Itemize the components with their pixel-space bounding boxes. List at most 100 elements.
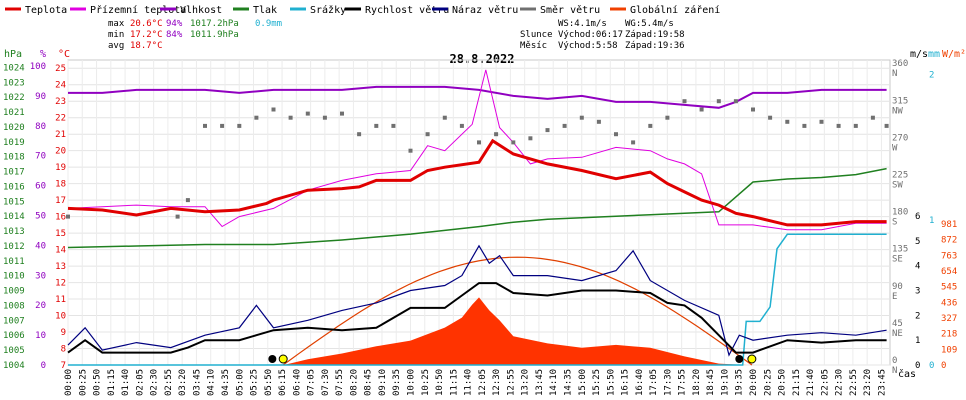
tick-time-55: 22:55 <box>849 369 859 396</box>
tick-hpa-5: 1009 <box>3 287 25 297</box>
wind-dir-point-34 <box>733 99 738 104</box>
tick-pct-8: 80 <box>35 122 46 132</box>
tick-deg-4: 11 <box>55 295 66 305</box>
tick-hpa-19: 1023 <box>3 78 25 88</box>
moon-rise-marker <box>268 355 277 363</box>
tick-hpa-14: 1018 <box>3 153 25 163</box>
tick-dir-deg-7: 315 <box>892 96 908 106</box>
tick-hpa-13: 1017 <box>3 168 25 178</box>
tick-hpa-15: 1019 <box>3 138 25 148</box>
tick-dir-deg-6: 270 <box>892 133 908 143</box>
tick-dir-name-2: E <box>892 292 897 302</box>
wind-dir-point-5 <box>237 123 242 128</box>
wind-dir-point-7 <box>271 107 276 112</box>
tick-hpa-10: 1014 <box>3 212 25 222</box>
tick-time-44: 18:20 <box>692 369 702 396</box>
tick-w-3: 327 <box>941 314 957 324</box>
tick-time-22: 09:10 <box>378 369 388 396</box>
tick-w-8: 872 <box>941 236 957 246</box>
tick-dir-deg-1: 45 <box>892 319 903 329</box>
tick-time-11: 04:35 <box>221 369 231 396</box>
wind-dir-point-6 <box>254 115 259 120</box>
tick-time-24: 10:00 <box>407 369 417 396</box>
tick-time-30: 12:30 <box>492 369 502 396</box>
stats-max-temp: 20.6°C <box>130 19 163 29</box>
tick-time-43: 17:55 <box>678 369 688 396</box>
wind-dir-point-3 <box>203 123 207 128</box>
tick-dir-name-0: N <box>892 366 897 376</box>
tick-hpa-17: 1021 <box>3 108 25 118</box>
wind-dir-point-39 <box>819 119 824 124</box>
wind-dir-point-2 <box>185 198 190 203</box>
legend-item-5: Rychlost větru <box>365 4 449 16</box>
wind-dir-point-13 <box>374 123 379 128</box>
tick-time-42: 17:30 <box>663 369 673 396</box>
tick-time-38: 15:50 <box>606 369 616 396</box>
tick-time-18: 07:30 <box>321 369 331 396</box>
wind-dir-point-30 <box>665 115 670 120</box>
moon-set-marker <box>735 355 744 363</box>
tick-dir-name-7: NW <box>892 106 903 116</box>
tick-pct-5: 50 <box>35 211 46 221</box>
tick-deg-0: 7 <box>61 361 66 371</box>
legend-item-8: Globální záření <box>630 4 720 16</box>
stats-max-rain: 0.9mm <box>255 19 282 29</box>
stats-max-press: 1017.2hPa <box>190 19 239 29</box>
series-pressure <box>67 167 887 249</box>
tick-time-45: 18:45 <box>706 369 716 396</box>
tick-mm-2: 2 <box>929 71 934 81</box>
tick-w-5: 545 <box>941 283 957 293</box>
tick-w-0: 0 <box>941 361 946 371</box>
tick-time-34: 14:10 <box>549 369 559 396</box>
tick-time-47: 19:35 <box>735 369 745 396</box>
stats-min-label: min <box>108 30 124 40</box>
tick-time-21: 08:45 <box>364 369 374 396</box>
tick-ms-6: 6 <box>915 212 920 222</box>
wind-dir-point-41 <box>853 123 858 128</box>
stats-max-hum: 94% <box>166 19 183 29</box>
tick-time-2: 00:50 <box>93 369 103 396</box>
tick-hpa-2: 1006 <box>3 331 25 341</box>
wind-dir-point-29 <box>648 123 653 128</box>
tick-pct-9: 90 <box>35 92 46 102</box>
wind-dir-point-23 <box>545 128 550 133</box>
wind-dir-point-4 <box>220 123 225 128</box>
tick-hpa-0: 1004 <box>3 361 25 371</box>
tick-time-46: 19:10 <box>720 369 730 396</box>
legend-item-2: Vlhkost <box>180 5 222 16</box>
tick-hpa-8: 1012 <box>3 242 25 252</box>
axis-title-hpa: hPa <box>4 49 22 60</box>
tick-pct-7: 70 <box>35 152 46 162</box>
tick-time-16: 06:40 <box>292 369 302 396</box>
tick-ms-2: 2 <box>915 311 920 321</box>
wind-dir-point-32 <box>699 107 704 112</box>
legend-item-1: Přízemní teplota <box>90 4 186 16</box>
tick-time-54: 22:30 <box>835 369 845 396</box>
stats-avg-temp: 18.7°C <box>130 41 163 51</box>
tick-deg-8: 15 <box>55 229 66 239</box>
wind-dir-point-27 <box>614 132 618 137</box>
tick-time-36: 15:00 <box>578 369 588 396</box>
tick-pct-10: 100 <box>30 62 46 72</box>
wind-dir-point-36 <box>768 115 773 120</box>
legend-item-7: Směr větru <box>540 4 600 16</box>
tick-hpa-20: 1024 <box>3 63 25 73</box>
tick-deg-5: 12 <box>55 279 66 289</box>
tick-dir-name-8: N <box>892 69 897 79</box>
tick-time-3: 01:15 <box>107 369 117 396</box>
tick-mm-1: 1 <box>929 216 934 226</box>
tick-w-6: 654 <box>941 267 957 277</box>
stats-moon-label: Měsíc <box>520 41 547 51</box>
tick-time-37: 15:25 <box>592 369 602 396</box>
tick-time-20: 08:20 <box>349 369 359 396</box>
tick-hpa-16: 1020 <box>3 123 25 133</box>
tick-dir-name-1: NE <box>892 329 903 339</box>
stats-avg-label: avg <box>108 41 124 51</box>
tick-dir-name-3: SE <box>892 255 903 265</box>
tick-time-56: 23:20 <box>863 369 873 396</box>
wind-dir-point-22 <box>528 136 533 141</box>
tick-ms-1: 1 <box>915 336 920 346</box>
tick-dir-deg-3: 135 <box>892 245 908 255</box>
sun-set-marker <box>747 354 757 364</box>
